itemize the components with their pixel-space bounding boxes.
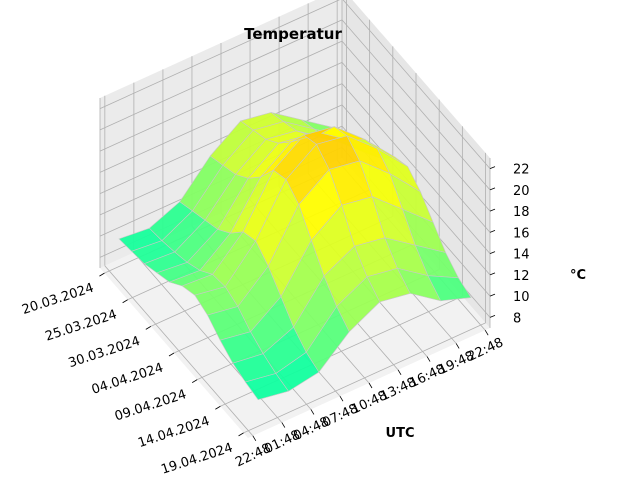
x-tick-mark (215, 405, 221, 410)
y-tick-mark (310, 409, 315, 415)
z-tick-label: 14 (513, 248, 530, 263)
y-tick-mark (281, 422, 286, 428)
back-grid-z-left (99, 62, 343, 173)
x-tick-mark (122, 299, 128, 304)
back-grid-z-right (341, 83, 491, 254)
x-tick-label: 25.03.2024 (43, 307, 118, 344)
back-grid-z-left (99, 19, 343, 131)
z-tick-label: 10 (513, 290, 530, 305)
z-tick-label: 8 (513, 311, 521, 326)
back-grid-z-left (99, 83, 343, 194)
back-grid-z-right (341, 40, 491, 212)
y-tick-mark (426, 356, 431, 362)
x-tick-label: 09.04.2024 (113, 387, 188, 424)
x-tick-mark (191, 379, 198, 383)
y-tick-mark (339, 395, 344, 402)
x-tick-label: 14.04.2024 (136, 414, 211, 451)
z-tick-label: 20 (513, 184, 530, 199)
y-tick-mark (252, 435, 257, 442)
z-tick-mark (489, 187, 496, 191)
z-tick-label: 22 (513, 163, 530, 178)
chart-title: Temperatur (244, 25, 342, 43)
z-tick-mark (489, 272, 496, 276)
z-tick-mark (489, 208, 496, 212)
x-tick-label: 30.03.2024 (67, 334, 142, 371)
y-tick-mark (484, 329, 489, 336)
z-axis-label: °C (570, 268, 586, 283)
z-tick-label: 12 (513, 269, 530, 284)
back-grid-z-left (99, 0, 340, 109)
x-tick-mark (145, 326, 152, 330)
x-tick-label: 19.04.2024 (159, 440, 234, 477)
back-grid-z-right (341, 62, 491, 233)
floor-grid-y (104, 265, 254, 437)
y-tick-mark (455, 343, 460, 349)
z-tick-mark (489, 166, 496, 169)
z-tick-mark (489, 293, 496, 297)
y-axis-label: UTC (386, 426, 415, 441)
x-tick-mark (99, 272, 105, 277)
x-tick-label: 04.04.2024 (90, 361, 165, 398)
z-tick-mark (489, 315, 496, 318)
z-tick-mark (489, 251, 496, 254)
back-grid-z-right (342, 0, 491, 169)
back-grid-z-left (99, 40, 343, 152)
z-tick-mark (489, 230, 496, 233)
z-tick-label: 18 (513, 205, 530, 220)
surface-cell (427, 275, 472, 302)
y-tick-mark (368, 382, 373, 389)
y-tick-mark (397, 369, 402, 376)
z-tick-label: 16 (513, 226, 530, 241)
back-grid-z-right (341, 19, 491, 191)
x-tick-label: 20.03.2024 (20, 281, 95, 318)
x-tick-mark (168, 352, 175, 357)
y-tick-label: 22:48 (466, 335, 506, 364)
x-tick-mark (238, 432, 244, 437)
surface-plot (118, 112, 472, 401)
